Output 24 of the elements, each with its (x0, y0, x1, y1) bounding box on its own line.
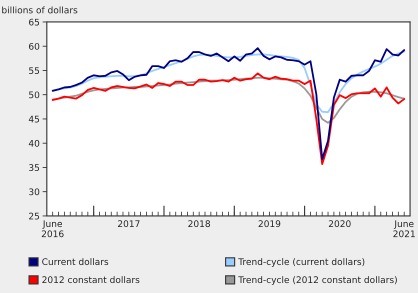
x-tick-label: June 2016 (42, 220, 64, 238)
legend-label: Trend-cycle (2012 constant dollars) (238, 276, 397, 285)
y-tick-label: 40 (28, 140, 40, 147)
y-tick-label: 25 (29, 212, 40, 220)
x-tick-label: 2020 (328, 220, 351, 228)
x-tick-label: June 2021 (393, 220, 415, 238)
line-series (52, 72, 406, 165)
y-tick-label: 50 (29, 91, 40, 98)
legend-label: 2012 constant dollars (42, 276, 140, 284)
legend-label: Current dollars (42, 258, 108, 266)
y-tick-label: 65 (29, 18, 40, 26)
x-tick-label: 2018 (188, 220, 210, 228)
y-tick-label: 55 (29, 67, 40, 74)
line-series (52, 50, 406, 114)
line-series (52, 47, 406, 160)
line-series (52, 76, 406, 124)
x-tick-label: 2019 (258, 220, 280, 228)
legend-label: Trend-cycle (current dollars) (238, 258, 364, 267)
y-tick-label: 30 (29, 188, 40, 196)
y-tick-label: 35 (29, 164, 40, 172)
y-tick-label: 60 (29, 42, 40, 50)
y-axis-title: billions of dollars (2, 6, 78, 14)
x-tick-label: 2017 (118, 220, 140, 228)
y-tick-label: 45 (28, 116, 40, 123)
